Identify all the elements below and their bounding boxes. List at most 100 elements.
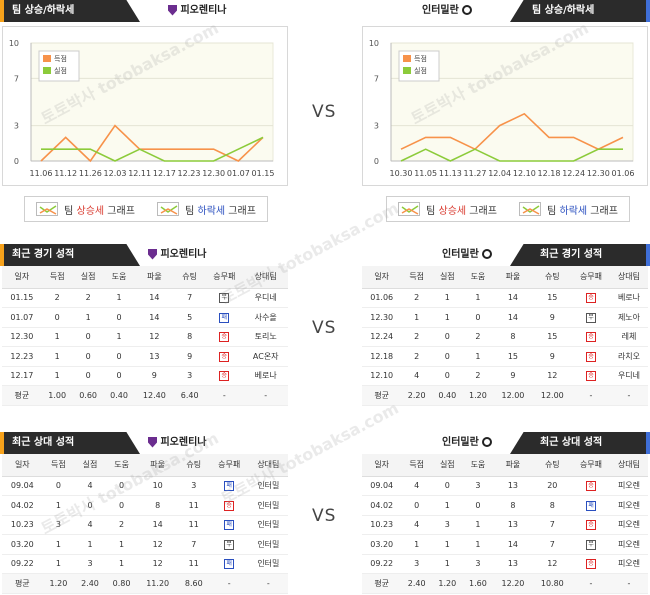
- table-cell: 4: [401, 515, 432, 535]
- table-cell: 4: [74, 515, 106, 535]
- table-cell: -: [572, 573, 610, 594]
- fiorentina-logo-icon: [168, 4, 177, 16]
- table-cell: 5: [174, 307, 206, 328]
- table-cell: 13: [134, 346, 175, 367]
- table-cell: 사수올: [243, 307, 288, 328]
- column-header: 실점: [72, 266, 104, 289]
- result-badge: 승: [205, 366, 244, 386]
- result-badge: 패: [209, 476, 249, 496]
- table-cell: 3: [462, 554, 494, 574]
- table-row: 10.23 4 3 1 13 7 승 피오렌: [362, 515, 648, 535]
- y-tick-label: 10: [9, 39, 19, 48]
- table-cell: -: [609, 385, 648, 406]
- x-tick-label: 01.15: [252, 169, 275, 178]
- fiorentina-logo-icon: [148, 248, 157, 260]
- vs-label: VS: [312, 102, 337, 122]
- result-badge: 승: [572, 476, 610, 496]
- table-cell: 0: [103, 307, 135, 328]
- left-recent-header: 최근 경기 성적 피오렌티나: [0, 244, 290, 266]
- up-graph-legend: 팀 상승세 그래프: [36, 202, 135, 217]
- x-tick-label: 12.30: [202, 169, 225, 178]
- series-line-scored: [400, 112, 624, 151]
- vs-label: VS: [312, 506, 337, 526]
- table-cell: -: [248, 573, 288, 594]
- table-cell: 11: [177, 554, 210, 574]
- inter-logo-icon: [482, 437, 493, 447]
- h2h-title: 최근 상대 성적: [4, 432, 140, 454]
- column-header: 상대팀: [243, 266, 288, 289]
- table-cell: 2: [401, 327, 432, 347]
- y-tick-label: 0: [14, 157, 19, 166]
- table-cell: 1: [42, 495, 75, 516]
- table-cell: 평균: [362, 573, 402, 594]
- up-graph-legend: 팀 상승세 그래프: [398, 202, 497, 217]
- table-cell: 12.18: [362, 346, 402, 367]
- right-h2h-header: 인터밀란 최근 상대 성적: [360, 432, 650, 454]
- table-row: 12.30 1 0 1 12 8 승 토리노: [2, 327, 288, 347]
- column-header: 상대팀: [609, 266, 648, 289]
- x-tick-label: 11.26: [79, 169, 102, 178]
- x-tick-label: 12.30: [587, 169, 610, 178]
- table-cell: 평균: [2, 573, 43, 594]
- up-trend-icon: [398, 202, 421, 216]
- x-tick-label: 01.06: [612, 169, 635, 178]
- table-cell: 토리노: [243, 327, 288, 347]
- table-cell: 01.07: [2, 307, 42, 328]
- table-cell: 03.20: [362, 534, 402, 555]
- up-trend-icon: [36, 202, 59, 216]
- table-cell: 1: [105, 554, 138, 574]
- result-badge: 승: [572, 288, 610, 308]
- table-row: 09.22 1 3 1 12 11 패 인터밀: [2, 554, 288, 574]
- y-tick-label: 7: [14, 74, 19, 83]
- column-header: 슈팅: [532, 454, 572, 477]
- down-graph-legend: 팀 하락세 그래프: [157, 202, 256, 217]
- result-badge: 승: [572, 515, 610, 535]
- table-cell: 제노아: [609, 307, 648, 328]
- table-cell: 1: [42, 554, 75, 574]
- table-cell: 13: [493, 476, 533, 496]
- table-cell: 09.22: [2, 554, 43, 574]
- column-header: 승무패: [209, 454, 249, 477]
- table-cell: 9: [493, 366, 533, 386]
- table-cell: 11.20: [137, 573, 178, 594]
- legend-swatch: [43, 67, 51, 74]
- average-row: 평균 1.00 0.60 0.40 12.40 6.40- -: [2, 385, 288, 406]
- inter-logo-icon: [482, 249, 493, 259]
- column-header: 슈팅: [174, 266, 206, 289]
- table-cell: 7: [177, 534, 210, 555]
- column-header: 실점: [74, 454, 106, 477]
- table-cell: 2: [462, 327, 494, 347]
- table-cell: 7: [532, 534, 572, 555]
- result-badge: 승: [572, 554, 610, 574]
- x-tick-label: 01.07: [227, 169, 250, 178]
- table-cell: 2: [401, 346, 432, 367]
- table-cell: 0: [42, 476, 75, 496]
- table-row: 12.24 2 0 2 8 15 승 레체: [362, 327, 648, 347]
- recent-title: 최근 경기 성적: [4, 244, 140, 266]
- team-name-right: 인터밀란: [442, 432, 493, 454]
- result-badge: 패: [572, 495, 610, 516]
- table-cell: 4: [401, 476, 432, 496]
- average-row: 평균 2.40 1.20 1.60 12.20 10.80- -: [362, 573, 648, 594]
- result-badge: 무: [572, 534, 610, 555]
- table-cell: 4: [74, 476, 106, 496]
- table-row: 09.04 4 0 3 13 20 승 피오렌: [362, 476, 648, 496]
- table-cell: 2: [72, 288, 104, 308]
- result-badge: 패: [205, 307, 244, 328]
- table-row: 03.20 1 1 1 14 7 무 피오렌: [362, 534, 648, 555]
- table-cell: 0: [72, 366, 104, 386]
- table-header-row: 일자 득점 실점 도움 파울 슈팅 승무패 상대팀: [2, 266, 288, 289]
- legend-swatch: [43, 55, 51, 62]
- table-cell: 8: [532, 495, 572, 516]
- table-cell: 피오렌: [609, 515, 648, 535]
- table-cell: 12: [137, 554, 178, 574]
- column-header: 파울: [493, 454, 533, 477]
- table-cell: 12.30: [2, 327, 42, 347]
- table-row: 12.10 4 0 2 9 12 승 우디네: [362, 366, 648, 386]
- table-header-row: 일자 득점 실점 도움 파울 슈팅 승무패 상대팀: [362, 266, 648, 289]
- table-cell: 12.24: [362, 327, 402, 347]
- average-row: 평균 1.20 2.40 0.80 11.20 8.60- -: [2, 573, 288, 594]
- table-cell: 2.20: [401, 385, 432, 406]
- table-cell: 베로나: [609, 288, 648, 308]
